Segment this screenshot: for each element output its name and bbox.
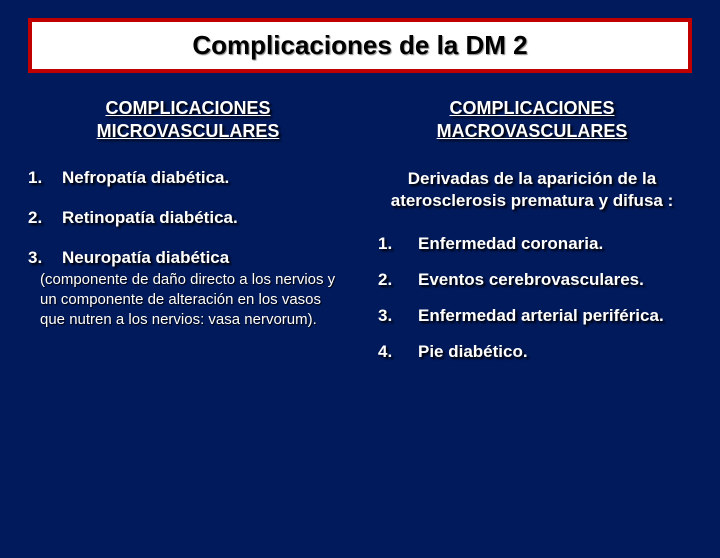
list-item: 1. Nefropatía diabética. [28,168,348,188]
right-header-line2: MACROVASCULARES [437,121,628,141]
right-list: 1. Enfermedad coronaria. 2. Eventos cere… [372,234,692,362]
item-text: Pie diabético. [418,342,528,362]
list-item: 1. Enfermedad coronaria. [378,234,692,254]
item-text: Enfermedad arterial periférica. [418,306,664,326]
list-item: 2. Eventos cerebrovasculares. [378,270,692,290]
columns-container: COMPLICACIONES MICROVASCULARES 1. Nefrop… [0,97,720,378]
list-item: 4. Pie diabético. [378,342,692,362]
item-text: Eventos cerebrovasculares. [418,270,644,290]
right-intro: Derivadas de la aparición de la ateroscl… [372,168,692,212]
item-number: 2. [28,208,62,228]
item-number: 1. [28,168,62,188]
item-number: 3. [28,248,62,268]
item-number: 2. [378,270,418,290]
left-column: COMPLICACIONES MICROVASCULARES 1. Nefrop… [28,97,348,378]
item-number: 4. [378,342,418,362]
list-item: 3. Enfermedad arterial periférica. [378,306,692,326]
right-header: COMPLICACIONES MACROVASCULARES [372,97,692,144]
right-column: COMPLICACIONES MACROVASCULARES Derivadas… [372,97,692,378]
left-header-line2: MICROVASCULARES [97,121,280,141]
item-number: 3. [378,306,418,326]
slide-title: Complicaciones de la DM 2 [42,30,678,61]
list-item: 2. Retinopatía diabética. [28,208,348,228]
right-header-line1: COMPLICACIONES [449,98,614,118]
item-number: 1. [378,234,418,254]
list-item: 3. Neuropatía diabética [28,248,348,268]
item-text: Enfermedad coronaria. [418,234,603,254]
title-box: Complicaciones de la DM 2 [28,18,692,73]
left-header: COMPLICACIONES MICROVASCULARES [28,97,348,144]
item-text: Nefropatía diabética. [62,168,229,188]
left-header-line1: COMPLICACIONES [105,98,270,118]
item-note: (componente de daño directo a los nervio… [40,270,348,331]
item-text: Neuropatía diabética [62,248,229,268]
item-text: Retinopatía diabética. [62,208,238,228]
